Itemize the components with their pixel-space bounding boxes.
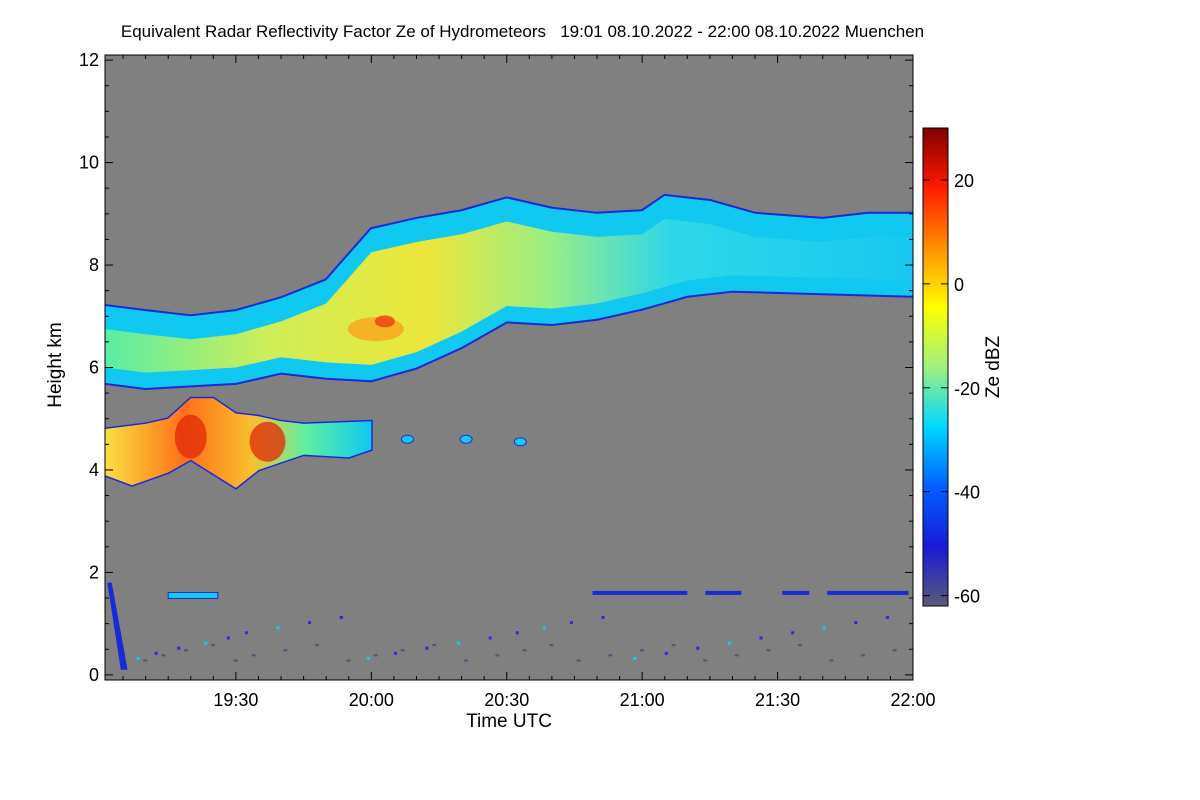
y-axis-label: Height km <box>45 322 66 408</box>
clutter-dot <box>457 641 461 645</box>
reflectivity-features <box>105 193 913 670</box>
colorbar-ticks: 20 0 -20 -40 -60 <box>923 171 980 607</box>
colorbar-tick-label: 0 <box>954 275 964 295</box>
clutter-dot <box>233 659 238 662</box>
clutter-dot <box>727 641 731 645</box>
low-echo-segment <box>592 590 688 595</box>
clutter-dot <box>339 615 343 619</box>
clutter-dot <box>576 659 581 662</box>
clutter-dot <box>542 626 546 630</box>
clutter-dot <box>549 644 554 647</box>
upper-cloud-core <box>105 218 913 373</box>
colorbar-tick-label: -20 <box>954 379 980 399</box>
isolated-echo <box>459 434 473 444</box>
x-axis-label: Time UTC <box>466 711 552 732</box>
y-tick-label: 0 <box>89 665 99 685</box>
colorbar-tick-label: 20 <box>954 171 974 191</box>
lower-cloud-maximum <box>174 414 207 459</box>
clutter-dot <box>488 636 492 640</box>
clutter-dot <box>463 659 468 662</box>
chart-title: Equivalent Radar Reflectivity Factor Ze … <box>0 22 1045 42</box>
y-axis: 0 2 4 6 8 10 12 <box>79 50 913 685</box>
clutter-dot <box>601 615 605 619</box>
clutter-dot <box>366 656 370 660</box>
clutter-dot <box>522 649 527 652</box>
y-tick-label: 2 <box>89 562 99 582</box>
low-echo-segment <box>827 590 909 595</box>
clutter-dot <box>276 626 280 630</box>
clutter-dot <box>861 654 866 657</box>
clutter-dot <box>703 659 708 662</box>
isolated-echo <box>513 437 527 447</box>
clutter-dot <box>696 646 700 650</box>
clutter-dot <box>373 654 378 657</box>
y-tick-label: 8 <box>89 255 99 275</box>
x-tick-label: 22:00 <box>890 690 935 710</box>
colorbar-tick-label: -60 <box>954 587 980 607</box>
clutter-dot <box>204 641 208 645</box>
clutter-dot <box>633 656 637 660</box>
colorbar-tick-label: -40 <box>954 483 980 503</box>
clutter-dot <box>251 654 256 657</box>
clutter-dot <box>308 621 312 625</box>
clutter-dot <box>400 649 405 652</box>
clutter-dot <box>283 649 288 652</box>
clutter-dot <box>226 636 230 640</box>
low-echo-segment <box>782 590 810 595</box>
clutter-dot <box>432 644 437 647</box>
clutter-dot <box>791 631 795 635</box>
clutter-dot <box>797 644 802 647</box>
colorbar-label: Ze dBZ <box>983 335 1004 398</box>
clutter-dot <box>515 631 519 635</box>
clutter-dot <box>314 644 319 647</box>
clutter-dot <box>734 654 739 657</box>
low-echo-strip <box>167 591 219 599</box>
y-tick-label: 6 <box>89 358 99 378</box>
clutter-dot <box>393 651 397 655</box>
clutter-dot <box>569 621 573 625</box>
clutter-dot <box>822 626 826 630</box>
clutter-dot <box>346 659 351 662</box>
clutter-dot <box>143 659 148 662</box>
y-tick-label: 10 <box>79 153 99 173</box>
x-tick-label: 20:30 <box>484 690 529 710</box>
clutter-dot <box>829 659 834 662</box>
clutter-dot <box>177 646 181 650</box>
x-tick-label: 21:00 <box>620 690 665 710</box>
y-tick-label: 12 <box>79 50 99 70</box>
isolated-echo <box>400 434 414 444</box>
x-tick-label: 21:30 <box>755 690 800 710</box>
clutter-dot <box>671 644 676 647</box>
clutter-dot <box>854 621 858 625</box>
clutter-dot <box>639 649 644 652</box>
title-period: 19:01 08.10.2022 - 22:00 08.10.2022 <box>560 22 841 41</box>
clutter-dot <box>608 654 613 657</box>
clutter-dot <box>892 649 897 652</box>
title-text: Equivalent Radar Reflectivity Factor Ze … <box>120 22 547 41</box>
clutter-dot <box>244 631 248 635</box>
clutter-dot <box>766 649 771 652</box>
clutter-dot <box>425 646 429 650</box>
clutter-dot <box>664 651 668 655</box>
y-tick-label: 4 <box>89 460 99 480</box>
upper-cloud-maximum-core <box>374 315 395 328</box>
colorbar <box>922 127 949 607</box>
clutter-dot <box>183 649 188 652</box>
precipitation-streak <box>107 582 128 670</box>
x-tick-label: 20:00 <box>349 690 394 710</box>
clutter-dot <box>161 654 166 657</box>
clutter-dot <box>759 636 763 640</box>
clutter-dot <box>136 656 140 660</box>
clutter-dot <box>495 654 500 657</box>
clutter-dot <box>154 651 158 655</box>
clutter-dot <box>885 615 889 619</box>
x-tick-label: 19:30 <box>213 690 258 710</box>
low-echo-segment <box>705 590 742 595</box>
title-location: Muenchen <box>844 22 925 41</box>
x-axis: 19:30 20:00 20:30 21:00 21:30 22:00 <box>122 55 936 710</box>
lower-cloud-core <box>105 398 372 488</box>
lower-cloud-maximum <box>249 421 286 462</box>
clutter-dot <box>211 644 216 647</box>
